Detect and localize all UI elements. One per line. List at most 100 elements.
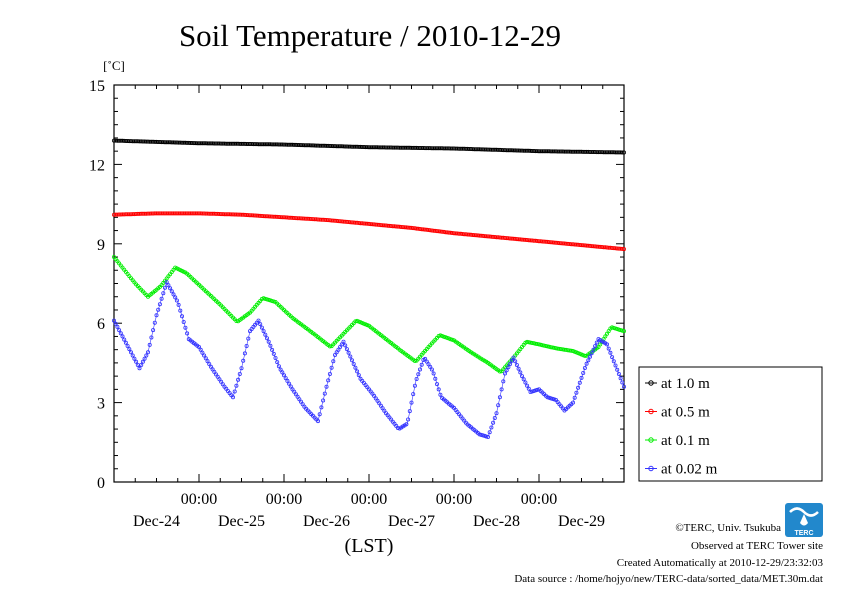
series-point (574, 390, 579, 395)
series-point (591, 347, 596, 352)
series-point (152, 320, 157, 325)
series-point (258, 322, 263, 327)
series-point (613, 326, 618, 331)
series-point (281, 373, 286, 378)
series-point (419, 362, 424, 367)
series-point (416, 372, 421, 377)
series-point (616, 327, 621, 332)
x-tick-time-label: 00:00 (181, 491, 217, 508)
series-point (348, 354, 353, 359)
series-point (526, 386, 531, 391)
series-point (120, 334, 125, 339)
series-point (349, 358, 354, 363)
x-day-label: Dec-29 (558, 513, 605, 530)
series-point (285, 378, 290, 383)
series-point (438, 392, 443, 397)
series-point (263, 296, 268, 301)
series-point (511, 355, 516, 360)
series-point (608, 350, 613, 355)
series-point (525, 383, 530, 388)
series-point (477, 432, 482, 437)
series-point (528, 389, 533, 394)
series-point (266, 297, 271, 302)
series-point (196, 344, 201, 349)
series-point (268, 343, 273, 348)
series-point (605, 342, 610, 347)
series-point (412, 383, 417, 388)
chart-title: Soil Temperature / 2010-12-29 (179, 18, 561, 53)
x-axis-label: (LST) (345, 535, 394, 557)
series-point (154, 313, 159, 318)
series-point (433, 376, 438, 381)
legend-swatch-marker (648, 408, 654, 415)
copyright-text: ©TERC, Univ. Tsukuba (675, 522, 781, 534)
y-tick-label: 6 (97, 316, 105, 333)
series-point (480, 433, 485, 438)
series-point (174, 298, 179, 303)
series-point (409, 400, 414, 405)
series-point (278, 367, 283, 372)
series-point (341, 339, 346, 344)
series-point (355, 369, 360, 374)
series-point (122, 337, 127, 342)
series-point (572, 395, 577, 400)
series-point (115, 324, 120, 329)
series-point (264, 336, 269, 341)
x-day-label: Dec-28 (473, 513, 520, 530)
series-point (491, 420, 496, 425)
series-point (123, 340, 128, 345)
series-point (256, 318, 261, 323)
series-point (576, 385, 581, 390)
series-point (417, 367, 422, 372)
series-point (606, 346, 611, 351)
series-3 (112, 280, 627, 439)
x-day-label: Dec-25 (218, 513, 265, 530)
series-point (317, 412, 322, 417)
series-point (270, 347, 275, 352)
series-point (582, 365, 587, 370)
series-point (520, 374, 525, 379)
series-point (406, 417, 411, 422)
series-point (516, 366, 521, 371)
series-point (236, 377, 241, 382)
series-point (351, 361, 356, 366)
series-point (234, 318, 239, 323)
series-point (479, 432, 484, 437)
series-point (162, 285, 167, 290)
y-axis: 0 3 6 9 12 15 (89, 78, 624, 492)
series-point (183, 325, 188, 330)
series-point (431, 371, 436, 376)
series-point (324, 384, 329, 389)
series-point (618, 328, 623, 333)
series-point (242, 351, 247, 356)
series-point (237, 371, 242, 376)
series-point (533, 388, 538, 393)
series-point (336, 347, 341, 352)
series-point (125, 343, 130, 348)
legend-swatch-marker (648, 437, 654, 443)
legend-swatch-marker (648, 465, 654, 472)
series-point (113, 321, 118, 326)
y-tick-label: 9 (97, 237, 105, 254)
y-tick-label: 15 (89, 78, 105, 95)
series-point (178, 308, 183, 313)
series-point (234, 383, 239, 388)
series-point (622, 150, 627, 155)
series-point (610, 355, 615, 360)
series-point (620, 328, 625, 333)
series-point (140, 359, 145, 364)
series-point (523, 380, 528, 385)
x-tick-time-label: 00:00 (351, 491, 387, 508)
series-point (276, 364, 281, 369)
series-point (200, 350, 205, 355)
series-point (346, 350, 351, 355)
series-point (169, 289, 174, 294)
series-point (156, 307, 161, 312)
series-point (181, 319, 186, 324)
series-point (327, 344, 332, 349)
series-point (616, 371, 621, 376)
series-point (127, 347, 132, 352)
series-point (166, 283, 171, 288)
series-point (321, 398, 326, 403)
series-point (339, 342, 344, 347)
